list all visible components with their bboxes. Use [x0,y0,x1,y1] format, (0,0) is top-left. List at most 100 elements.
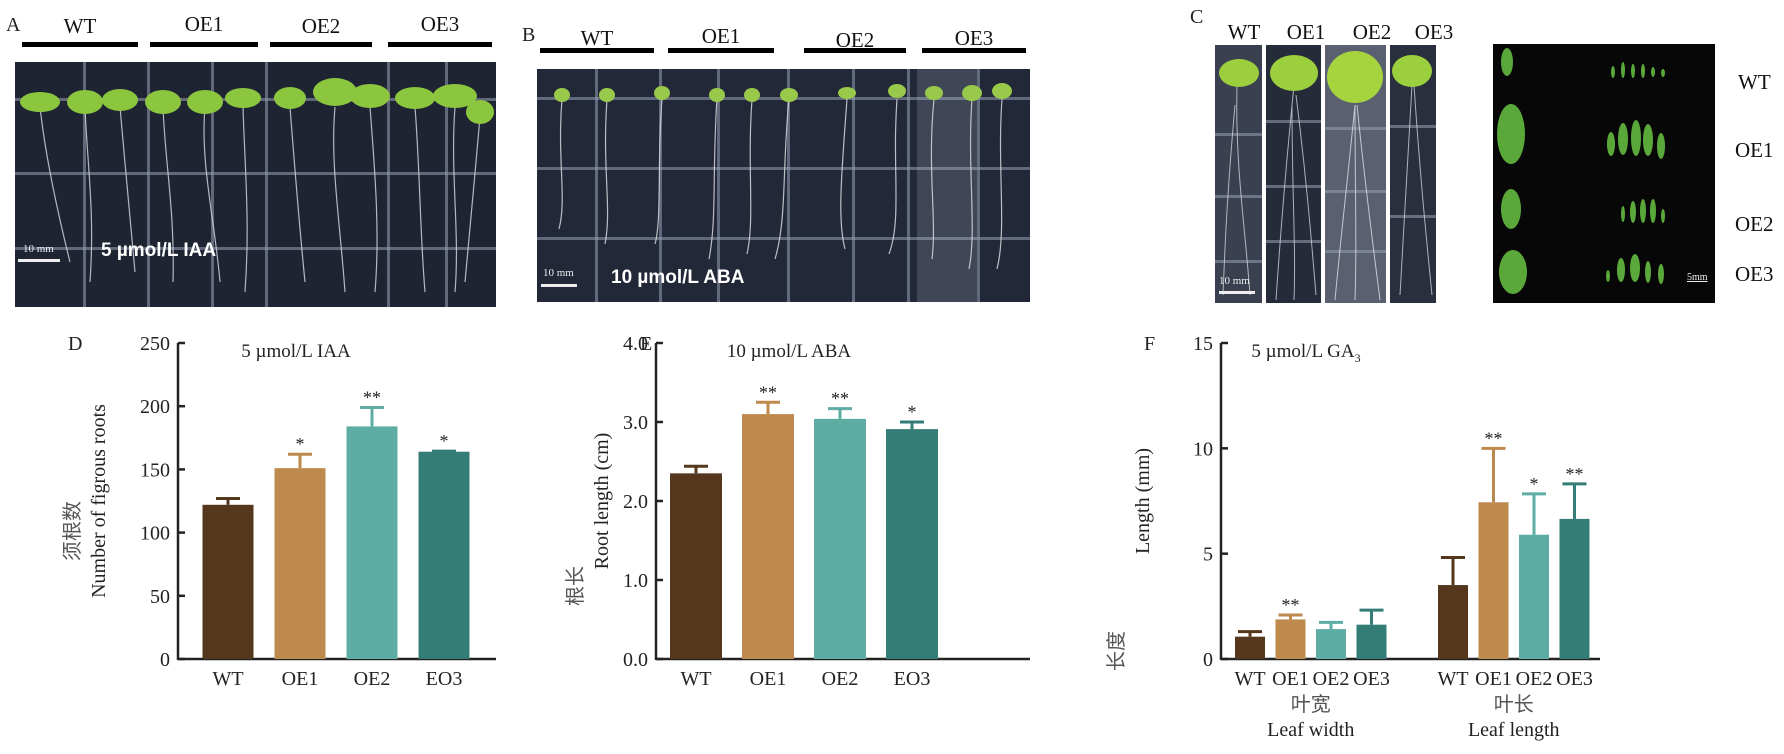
x-tick-label: WT [212,668,243,690]
chart-title: 10 µmol/L ABA [727,341,852,362]
group-label-oe3: OE3 [1414,20,1454,44]
bar-oe1 [742,414,794,659]
group-label-oe3: OE3 [954,26,994,50]
chart-title-subscript: 3 [1355,351,1361,365]
y-tick-label: 100 [140,523,170,545]
bar-wt [1438,585,1468,659]
panel-label-f: F [1144,333,1156,355]
significance-marker: ** [363,387,381,407]
bar-oe2 [1316,629,1346,659]
significance-marker: ** [1485,428,1503,448]
scale-bar-label: 10 mm [23,243,54,255]
panel-label-b: B [522,24,536,46]
group-bar [540,48,654,53]
panel-label-e: E [640,333,653,355]
group-bar [150,42,258,47]
row-label-oe2: OE2 [1735,212,1774,236]
x-tick-label: OE3 [1556,668,1593,690]
group-label: Leaf width [1267,719,1354,741]
y-tick-label: 5 [1203,544,1213,566]
y-axis-label: Root length (cm) [591,433,613,570]
treatment-label: 5 µmol/L IAA [101,240,217,261]
group-bar [22,42,138,47]
scale-bar-label: 10 mm [1219,275,1250,287]
significance-marker: * [296,434,305,454]
row-label-wt: WT [1738,70,1771,94]
group-label-wt: WT [580,26,614,50]
group-label-wt: WT [1227,20,1261,44]
y-tick-label: 4.0 [623,333,648,355]
y-axis-label-cn: 长度 [1105,631,1128,671]
y-axis-label: Number of figrous roots [88,404,110,598]
bar-oe2 [814,418,866,659]
group-label-oe2: OE2 [301,14,341,38]
x-tick-label: OE1 [1272,668,1309,690]
y-tick-label: 200 [140,396,170,418]
x-tick-label: OE1 [282,668,319,690]
group-label-cn: 叶长 [1494,693,1534,716]
bar-eo3 [886,429,938,659]
leaves-illustration [1497,48,1665,294]
y-tick-label: 0 [160,649,170,671]
bar-wt [202,504,254,659]
row-label-oe1: OE1 [1735,138,1774,162]
y-tick-label: 10 [1193,438,1213,460]
x-tick-label: OE1 [750,668,787,690]
significance-marker: * [1530,474,1539,494]
x-tick-label: EO3 [426,668,463,690]
bar-oe1 [274,468,326,659]
significance-marker: * [440,431,449,451]
panel-c-photo-oe3 [1390,45,1436,303]
group-label-oe2: OE2 [1352,20,1392,44]
bar-oe1 [1275,619,1306,659]
significance-marker: ** [1282,595,1300,615]
y-axis-label-cn: 须根数 [61,501,84,561]
x-tick-label: OE2 [1313,668,1350,690]
scale-bar [18,259,60,262]
chart-title: 5 µmol/L IAA [241,341,351,362]
y-tick-label: 3.0 [623,412,648,434]
bar-eo3 [418,451,470,659]
significance-marker: ** [831,389,849,409]
chart-d-fibrous-roots: 0 50 100 150 200 250 Number of figrous roots须根… [61,333,496,690]
group-label-oe1: OE1 [701,24,741,48]
panel-label-c: C [1190,6,1204,28]
x-tick-label: WT [680,668,711,690]
x-tick-label: OE2 [1516,668,1553,690]
group-label-wt: WT [63,14,97,38]
bar-oe3 [1356,624,1387,659]
y-tick-label: 250 [140,333,170,355]
y-tick-label: 50 [150,586,170,608]
panel-b-photo: 10 mm 10 µmol/L ABA [537,69,1030,302]
group-bar [388,42,492,47]
y-axis-label-cn: 根长 [564,566,587,606]
bar-oe2 [1519,534,1549,659]
group-label-oe3: OE3 [420,12,460,36]
x-tick-label: OE3 [1353,668,1390,690]
y-axis-label: Length (mm) [1132,448,1154,554]
panel-label-d: D [68,333,83,355]
panel-a-photo: 10 mm 5 µmol/L IAA [15,62,496,307]
scale-bar [541,284,577,287]
y-tick-label: 15 [1193,333,1213,355]
x-tick-label: EO3 [894,668,931,690]
bar-oe3 [1559,518,1590,659]
scale-bar [1219,291,1255,294]
chart-title: 5 µmol/L GA3 [1251,341,1360,365]
group-label-oe1: OE1 [184,12,224,36]
group-bar [922,48,1026,53]
x-tick-label: OE1 [1475,668,1512,690]
y-tick-label: 150 [140,459,170,481]
x-tick-label: WT [1234,668,1265,690]
group-bar [270,42,372,47]
x-tick-label: OE2 [822,668,859,690]
panel-c-photo-wt: 10 mm [1215,45,1262,303]
y-tick-label: 0.0 [623,649,648,671]
y-tick-label: 0 [1203,649,1213,671]
group-bar [804,48,906,53]
row-label-oe3: OE3 [1735,262,1774,286]
seedlings-illustration [554,83,1012,270]
significance-marker: * [908,402,917,422]
panel-c-photo-oe2 [1325,45,1386,303]
